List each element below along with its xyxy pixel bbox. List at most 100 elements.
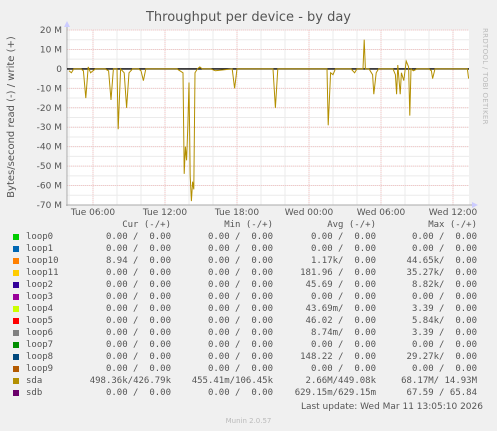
legend-avg-value: 181.96 / 0.00	[300, 268, 376, 278]
legend-min-value: 0.00 / 0.00	[207, 292, 273, 302]
legend-cur-value: 0.00 / 0.00	[105, 244, 171, 254]
legend-min-value: 0.00 / 0.00	[207, 352, 273, 362]
legend-swatch	[13, 330, 19, 336]
y-tick-label: -70 M	[37, 201, 62, 211]
legend-header-max: Max (-/+)	[428, 220, 477, 230]
legend-device-name: loop7	[26, 340, 54, 350]
legend-avg-value: 0.00 / 0.00	[310, 292, 376, 302]
legend-min-value: 0.00 / 0.00	[207, 316, 273, 326]
legend-device-name: loop3	[26, 292, 54, 302]
y-tick-label: -60 M	[37, 182, 62, 192]
legend-device-name: loop11	[26, 268, 59, 278]
legend-swatch	[13, 390, 19, 396]
legend-avg-value: 0.00 / 0.00	[310, 232, 376, 242]
legend-min-value: 455.41m/106.45k	[191, 376, 273, 386]
legend-swatch	[13, 306, 19, 312]
y-tick-label: 20 M	[40, 26, 62, 36]
legend-device-name: loop9	[26, 364, 54, 374]
legend-cur-value: 0.00 / 0.00	[105, 232, 171, 242]
legend-header: Cur (-/+) Min (-/+) Avg (-/+) Max (-/+)	[0, 219, 497, 231]
legend-device-name: loop4	[26, 304, 54, 314]
legend-avg-value: 45.69 / 0.00	[305, 280, 376, 290]
x-tick-label: Tue 06:00	[70, 208, 115, 218]
y-tick-label: -10 M	[37, 84, 62, 94]
x-axis-arrow	[472, 202, 478, 208]
y-tick-label: -40 M	[37, 143, 62, 153]
legend-cur-value: 0.00 / 0.00	[105, 292, 171, 302]
y-tick-label: 10 M	[40, 45, 62, 55]
y-axis-label: Bytes/second read (-) / write (+)	[6, 36, 17, 198]
legend-cur-value: 0.00 / 0.00	[105, 328, 171, 338]
legend-min-value: 0.00 / 0.00	[207, 364, 273, 374]
legend-avg-value: 8.74m/ 0.00	[310, 328, 376, 338]
legend-max-value: 0.00 / 0.00	[411, 364, 477, 374]
legend-min-value: 0.00 / 0.00	[207, 340, 273, 350]
legend-avg-value: 46.02 / 0.00	[305, 316, 376, 326]
y-tick-label: 0	[56, 65, 62, 75]
legend-swatch	[13, 246, 19, 252]
legend-device-name: sda	[26, 376, 43, 386]
legend-avg-value: 0.00 / 0.00	[310, 244, 376, 254]
legend-max-value: 0.00 / 0.00	[411, 232, 477, 242]
x-tick-label: Wed 06:00	[357, 208, 406, 218]
y-tick-label: -50 M	[37, 162, 62, 172]
legend-row: sdb 0.00 / 0.00 0.00 / 0.00 629.15m/629.15m…	[0, 387, 497, 399]
legend-row: loop8 0.00 / 0.00 0.00 / 0.00 148.22 / 0.00…	[0, 351, 497, 363]
legend-min-value: 0.00 / 0.00	[207, 328, 273, 338]
last-update: Last update: Wed Mar 11 13:05:10 2026	[300, 402, 483, 412]
legend-row: loop3 0.00 / 0.00 0.00 / 0.00 0.00 / 0.00 0.…	[0, 291, 497, 303]
legend-rows: loop0 0.00 / 0.00 0.00 / 0.00 0.00 / 0.00 0.…	[0, 231, 497, 399]
legend-swatch	[13, 282, 19, 288]
series-line-sda	[68, 39, 470, 202]
legend-cur-value: 0.00 / 0.00	[105, 280, 171, 290]
legend-device-name: loop0	[26, 232, 54, 242]
legend-device-name: loop8	[26, 352, 54, 362]
legend-max-value: 8.82k/ 0.00	[411, 280, 477, 290]
legend-avg-value: 148.22 / 0.00	[300, 352, 376, 362]
legend-max-value: 35.27k/ 0.00	[406, 268, 477, 278]
legend-max-value: 5.84k/ 0.00	[411, 316, 477, 326]
legend-row: sda 498.36k/426.79k 455.41m/106.45k 2.66M/4…	[0, 375, 497, 387]
legend-device-name: loop2	[26, 280, 54, 290]
legend-swatch	[13, 366, 19, 372]
legend-device-name: loop6	[26, 328, 54, 338]
legend-min-value: 0.00 / 0.00	[207, 304, 273, 314]
legend-device-name: loop5	[26, 316, 54, 326]
chart-title: Throughput per device - by day	[145, 10, 352, 25]
legend-swatch	[13, 378, 19, 384]
legend-cur-value: 0.00 / 0.00	[105, 268, 171, 278]
legend-min-value: 0.00 / 0.00	[207, 232, 273, 242]
legend-max-value: 29.27k/ 0.00	[406, 352, 477, 362]
legend-swatch	[13, 234, 19, 240]
rrdtool-credit: RRDTOOL / TOBI OETIKER	[481, 28, 489, 125]
legend-min-value: 0.00 / 0.00	[207, 256, 273, 266]
legend-swatch	[13, 342, 19, 348]
legend-max-value: 0.00 / 0.00	[411, 244, 477, 254]
legend-cur-value: 0.00 / 0.00	[105, 304, 171, 314]
legend-max-value: 0.00 / 0.00	[411, 340, 477, 350]
legend-cur-value: 8.94 / 0.00	[105, 256, 171, 266]
y-tick-label: -20 M	[37, 104, 62, 114]
munin-version: Munin 2.0.57	[225, 417, 272, 425]
legend: Cur (-/+) Min (-/+) Avg (-/+) Max (-/+) …	[0, 219, 497, 399]
x-tick-label: Tue 12:00	[142, 208, 187, 218]
legend-cur-value: 0.00 / 0.00	[105, 340, 171, 350]
legend-row: loop5 0.00 / 0.00 0.00 / 0.00 46.02 / 0.00 5…	[0, 315, 497, 327]
x-tick-label: Tue 18:00	[214, 208, 259, 218]
legend-header-cur: Cur (-/+)	[122, 220, 171, 230]
series-lines	[67, 39, 470, 202]
legend-device-name: sdb	[26, 388, 43, 398]
legend-min-value: 0.00 / 0.00	[207, 268, 273, 278]
legend-row: loop9 0.00 / 0.00 0.00 / 0.00 0.00 / 0.00 0.…	[0, 363, 497, 375]
legend-avg-value: 2.66M/449.08k	[305, 376, 376, 386]
legend-swatch	[13, 354, 19, 360]
legend-row: loop10 8.94 / 0.00 0.00 / 0.00 1.17k/ 0.00 4…	[0, 255, 497, 267]
legend-cur-value: 0.00 / 0.00	[105, 388, 171, 398]
legend-device-name: loop1	[26, 244, 54, 254]
chart-area: 20 M 10 M 0 -10 M -20 M -30 M -40 M -50 M -60 M -…	[6, 21, 478, 218]
y-axis-ticks: 20 M 10 M 0 -10 M -20 M -30 M -40 M -50 M -60 M -…	[37, 26, 63, 211]
legend-device-name: loop10	[26, 256, 59, 266]
legend-row: loop2 0.00 / 0.00 0.00 / 0.00 45.69 / 0.00 8…	[0, 279, 497, 291]
legend-max-value: 0.00 / 0.00	[411, 292, 477, 302]
x-axis-ticks: Tue 06:00 Tue 12:00 Tue 18:00 Wed 00:00 Wed …	[70, 208, 478, 218]
